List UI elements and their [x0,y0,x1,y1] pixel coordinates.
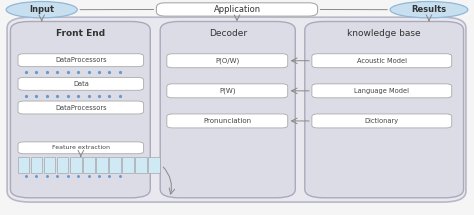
Text: Pronunciation: Pronunciation [203,118,251,124]
FancyBboxPatch shape [167,114,288,128]
Bar [96,157,108,173]
Text: P(W): P(W) [219,88,236,94]
Bar [83,157,95,173]
Bar [148,157,160,173]
FancyBboxPatch shape [312,54,452,68]
Text: Acoustic Model: Acoustic Model [357,58,407,64]
Text: DataProcessors: DataProcessors [55,57,107,63]
Text: Input: Input [29,5,55,14]
Bar [57,157,68,173]
FancyBboxPatch shape [312,84,452,98]
Bar [18,157,29,173]
FancyBboxPatch shape [10,22,150,198]
FancyBboxPatch shape [167,54,288,68]
Bar [70,157,82,173]
Text: Application: Application [213,5,261,14]
FancyBboxPatch shape [18,77,144,90]
FancyBboxPatch shape [305,22,464,198]
Text: knowledge base: knowledge base [347,29,421,38]
Text: Decoder: Decoder [209,29,247,38]
FancyBboxPatch shape [18,101,144,114]
FancyBboxPatch shape [18,142,144,154]
FancyBboxPatch shape [7,17,466,202]
Text: Data: Data [73,81,89,87]
Text: Feature extraction: Feature extraction [52,145,110,150]
FancyBboxPatch shape [18,54,144,67]
FancyBboxPatch shape [156,3,318,16]
FancyBboxPatch shape [312,114,452,128]
Text: Results: Results [411,5,447,14]
Bar [31,157,43,173]
Text: Language Model: Language Model [354,88,410,94]
FancyBboxPatch shape [160,22,295,198]
Bar [44,157,55,173]
Text: Dictionary: Dictionary [365,118,399,124]
Bar [136,157,147,173]
Bar [109,157,120,173]
Bar [122,157,134,173]
Text: DataProcessors: DataProcessors [55,104,107,111]
Ellipse shape [6,2,77,18]
Text: Front End: Front End [56,29,105,38]
FancyBboxPatch shape [167,84,288,98]
Ellipse shape [390,2,468,18]
Text: P(O/W): P(O/W) [215,57,239,64]
